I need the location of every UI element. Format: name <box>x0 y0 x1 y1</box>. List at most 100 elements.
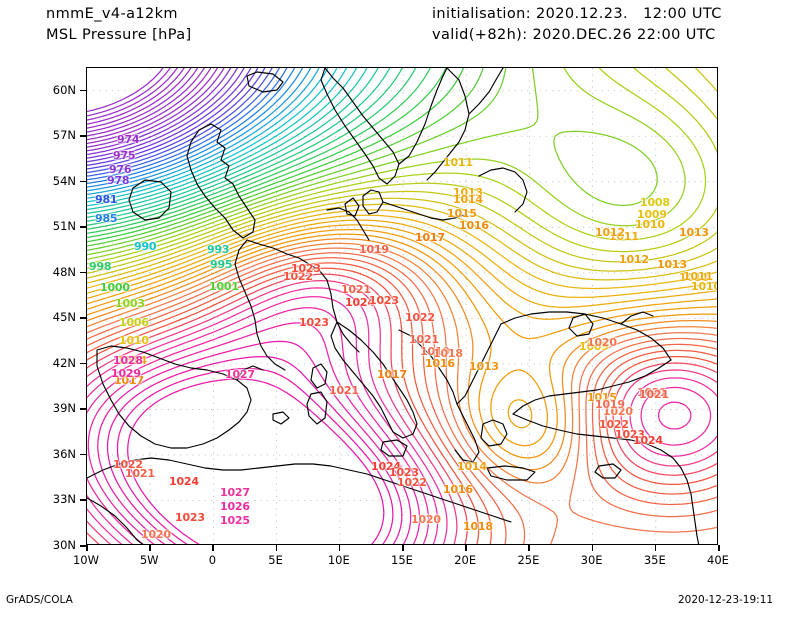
isobar-1019 <box>87 252 717 544</box>
contour-label: 1022 <box>405 311 435 324</box>
y-tick-label: 60N <box>52 82 76 97</box>
isobar-977 <box>87 68 239 156</box>
isobar-985 <box>87 68 296 185</box>
isobar-1015 <box>87 233 717 459</box>
x-tick-mark <box>528 545 530 551</box>
isobar-981 <box>87 68 266 170</box>
contour-label: 1011 <box>683 270 713 283</box>
contour-label: 1014 <box>457 460 487 473</box>
isobar-995 <box>87 68 391 222</box>
isobar-991 <box>87 68 348 207</box>
contour-label: 1022 <box>283 270 313 283</box>
contour-label: 1015 <box>447 207 477 220</box>
x-tick-mark <box>654 545 657 551</box>
contour-label: 1020 <box>587 336 617 349</box>
isobar-986 <box>87 68 304 188</box>
x-tick-label: 0 <box>208 553 217 567</box>
valid-time: valid(+82h): 2020.DEC.26 22:00 UTC <box>432 27 716 43</box>
contour-label: 974 <box>117 133 140 146</box>
x-tick-label: 10E <box>327 553 350 567</box>
contour-label: 1011 <box>443 156 473 169</box>
x-tick-mark <box>465 545 467 551</box>
y-tick-mark <box>80 89 86 92</box>
footer-timestamp: 2020-12-23-19:11 <box>678 594 774 606</box>
isobar-974 <box>87 68 219 145</box>
contour-label: 1009 <box>579 340 609 353</box>
isobar-1003 <box>87 68 658 256</box>
isobar-980 <box>87 68 259 166</box>
contour-label: 1019 <box>359 243 389 256</box>
contour-label: 1003 <box>115 297 145 310</box>
model-name: nmmE_v4-a12km <box>46 6 178 22</box>
contour-label: 1016 <box>425 357 455 370</box>
y-tick-mark <box>80 226 86 228</box>
contour-label: 1021 <box>637 386 667 399</box>
isobar-1025 <box>87 287 717 544</box>
contour-label: 1013 <box>679 226 709 239</box>
contour-label: 1021 <box>639 388 669 401</box>
x-tick-label: 20E <box>454 553 477 567</box>
contour-label: 1017 <box>114 374 144 387</box>
footer-credit: GrADS/COLA <box>6 594 73 606</box>
contour-label: 1019 <box>595 398 625 411</box>
contour-label: 1013 <box>469 360 499 373</box>
isobar-1018 <box>87 247 717 544</box>
contour-label: 1021 <box>329 384 359 397</box>
isobar-990 <box>87 68 338 203</box>
isobar-975 <box>87 68 225 148</box>
x-tick-label: 25E <box>517 553 540 567</box>
isobar-1020 <box>87 257 717 544</box>
pressure-contour-map: 974 975 976 978 981 985 990 993 995 998 1000 1001 10… <box>86 67 718 545</box>
contour-label: 1017 <box>415 231 445 244</box>
contour-label: 1027 <box>220 486 250 499</box>
isobar-994 <box>87 68 379 218</box>
contour-label: 1019 <box>420 345 450 358</box>
isobar-978 <box>87 68 245 159</box>
contour-label: 1022 <box>397 476 427 489</box>
contour-label: 1027 <box>225 368 255 381</box>
contour-label: 975 <box>113 149 136 162</box>
initialisation-time: initialisation: 2020.12.23. 12:00 UTC <box>432 6 722 22</box>
isobar-1031 <box>116 367 394 544</box>
isobar-1032 <box>127 378 385 544</box>
x-tick-label: 40E <box>707 553 729 567</box>
contour-label: 1010 <box>691 280 717 293</box>
isobar-999 <box>87 68 447 239</box>
contour-label: 978 <box>107 174 130 187</box>
contour-label: 1006 <box>119 316 149 329</box>
y-tick-label: 48N <box>52 264 76 279</box>
contour-label: 976 <box>109 163 132 176</box>
contour-label: 1000 <box>100 281 130 294</box>
y-tick-mark <box>80 180 86 183</box>
contour-label: 1021 <box>341 283 371 296</box>
x-tick-label: 30E <box>580 553 603 567</box>
contour-label: 1023 <box>291 262 321 275</box>
y-tick-label: 39N <box>52 401 76 416</box>
contour-label: 1010 <box>119 334 149 347</box>
isobar-1024 <box>87 279 717 544</box>
y-tick-mark <box>80 135 86 137</box>
contour-label: 1016 <box>459 219 489 232</box>
isobar-1004 <box>87 68 686 260</box>
x-tick-mark <box>402 545 404 551</box>
contour-label: 1016 <box>443 483 473 496</box>
isobar-987 <box>87 68 312 192</box>
x-tick-label: 35E <box>643 553 666 567</box>
isobar-979 <box>87 68 252 163</box>
contour-label: 1020 <box>603 405 633 418</box>
contour-label: 1021 <box>409 333 439 346</box>
y-tick-label: 51N <box>52 219 76 234</box>
isobar-1012 <box>87 219 717 308</box>
contour-label: 1014 <box>453 193 483 206</box>
contour-label: 993 <box>207 243 230 256</box>
contour-label: 1022 <box>113 458 143 471</box>
contour-label: 1023 <box>299 316 329 329</box>
contour-label: 1010 <box>635 218 665 231</box>
contour-label: 1028 <box>113 354 143 367</box>
contour-label: 1011 <box>679 271 709 284</box>
y-tick-label: 54N <box>52 173 76 188</box>
y-tick-label: 36N <box>52 446 76 461</box>
y-tick-mark <box>80 499 86 501</box>
isobar-1028 <box>87 322 421 544</box>
contour-label: 1013 <box>657 258 687 271</box>
